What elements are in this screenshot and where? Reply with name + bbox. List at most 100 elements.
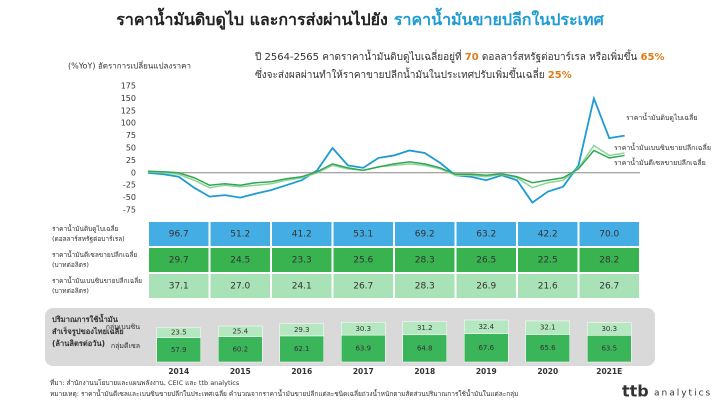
series-label: ราคาน้ำมันดีเซลขายปลีกเฉลี่ย: [614, 156, 706, 167]
table-value: 21.6: [538, 282, 558, 292]
consumption-value: 29.3: [294, 326, 310, 334]
annotation-value: 65%: [641, 52, 665, 63]
table-value: 96.7: [169, 230, 189, 240]
table-value: 28.3: [415, 256, 435, 266]
consumption-value: 67.6: [478, 344, 494, 352]
table-value: 26.5: [476, 256, 496, 266]
y-tick-label: -25: [123, 181, 136, 190]
year-label: 2016: [291, 367, 312, 376]
footnote-source: ที่มา: สำนักงานนโยบายและแผนพลังงาน, CEIC…: [50, 378, 240, 387]
table-cell: [272, 274, 332, 298]
y-tick-label: 75: [126, 131, 136, 140]
consumption-bar: [279, 335, 324, 363]
table-cell: [579, 222, 639, 246]
table-cell: [456, 222, 516, 246]
year-label: 2021E: [596, 367, 622, 376]
annotation-line-2: ซึ่งจะส่งผลผ่านทำให้ราคาขายปลีกน้ำมันในป…: [255, 67, 572, 81]
y-tick-label: 50: [126, 144, 136, 153]
series-label: ราคาน้ำมันเบนซินขายปลีกเฉลี่ย: [614, 141, 711, 152]
consumption-bar: [525, 320, 570, 335]
y-axis-label: (%YoY) อัตราการเปลี่ยนแปลงราคา: [68, 60, 191, 71]
consumption-value: 62.1: [294, 345, 310, 353]
consumption-value: 32.4: [478, 323, 494, 331]
y-tick-label: -50: [123, 193, 136, 202]
title-main: ราคาน้ำมันดิบดูไบ และการส่งผ่านไปยัง: [116, 7, 388, 31]
annotation-line-1: ปี 2564-2565 คาดราคาน้ำมันดิบดูไบเฉลี่ยอ…: [254, 49, 664, 63]
table-cell: [333, 248, 393, 272]
table-cell: [518, 222, 578, 246]
table-value: 22.5: [538, 256, 558, 266]
consumption-bar: [525, 334, 570, 363]
table-cell: [149, 222, 209, 246]
consumption-value: 60.2: [232, 345, 248, 353]
y-tick-label: -75: [123, 206, 136, 215]
row-label: ราคาน้ำมันดิบดูไบเฉลี่ย: [52, 224, 119, 233]
year-label: 2014: [168, 367, 189, 376]
table-value: 24.1: [292, 282, 312, 292]
y-tick-label: 0: [131, 168, 136, 177]
table-value: 23.3: [292, 256, 312, 266]
consumption-value: 57.9: [171, 346, 187, 354]
consumption-value: 63.5: [601, 345, 617, 353]
row-label: ราคาน้ำมันเบนซินขายปลีกเฉลี่ย: [52, 276, 142, 285]
stack-label: กลุ่มดีเซล: [111, 342, 140, 350]
table-value: 63.2: [476, 230, 496, 240]
footnote-note: หมายเหตุ: ราคาน้ำมันดีเซลและเบนซินขายปลี…: [50, 389, 518, 398]
table-cell: [456, 274, 516, 298]
series-label: ราคาน้ำมันดิบดูไบเฉลี่ย: [626, 111, 697, 122]
row-unit: (ดอลลาร์สหรัฐต่อบาร์เรล): [52, 235, 125, 243]
table-value: 29.7: [169, 256, 189, 266]
table-value: 53.1: [353, 230, 373, 240]
title: ราคาน้ำมันดิบดูไบ และการส่งผ่านไปยัง ราคา…: [116, 7, 604, 31]
stack-label: กลุ่มเบนซิน: [106, 323, 141, 331]
consumption-bar: [587, 335, 632, 363]
table-cell: [456, 248, 516, 272]
row-unit: (บาทต่อลิตร): [52, 261, 89, 269]
consumption-value: 63.9: [355, 345, 371, 353]
y-tick-label: 125: [121, 106, 136, 115]
table-cell: [210, 274, 270, 298]
table-value: 26.9: [476, 282, 496, 292]
logo-text: analytics: [654, 389, 712, 399]
consumption-bar: [279, 323, 324, 337]
consumption-bar: [402, 321, 447, 336]
annotation-value: 25%: [548, 70, 572, 81]
annotation-value: 70: [465, 52, 479, 63]
table-cell: [210, 248, 270, 272]
table-value: 69.2: [415, 230, 435, 240]
y-tick-label: 100: [121, 119, 136, 128]
consumption-value: 23.5: [171, 329, 187, 337]
consumption-bar: [341, 322, 386, 336]
consumption-bar: [587, 322, 632, 336]
table-cell: [579, 274, 639, 298]
table-cell: [395, 222, 455, 246]
table-cell: [210, 222, 270, 246]
y-tick-label: 175: [121, 82, 136, 91]
consumption-value: 64.8: [417, 344, 433, 352]
table-value: 28.2: [599, 256, 619, 266]
table-cell: [518, 274, 578, 298]
table-cell: [149, 274, 209, 298]
panel-title: ปริมาณการใช้น้ำมัน: [52, 313, 119, 324]
annotation-text: ซึ่งจะส่งผลผ่านทำให้ราคาขายปลีกน้ำมันในป…: [255, 67, 548, 81]
table-value: 37.1: [169, 282, 189, 292]
annotation-text: ดอลลาร์สหรัฐต่อบาร์เรล หรือเพิ่มขึ้น: [479, 49, 641, 63]
table-value: 27.0: [230, 282, 250, 292]
year-label: 2019: [476, 367, 497, 376]
series-line: [147, 95, 625, 204]
table-value: 24.5: [230, 256, 250, 266]
table-value: 28.3: [415, 282, 435, 292]
panel-title: (ล้านลิตรต่อวัน): [52, 339, 105, 348]
annotation-text: ปี 2564-2565 คาดราคาน้ำมันดิบดูไบเฉลี่ยอ…: [254, 49, 464, 63]
table-value: 70.0: [599, 230, 619, 240]
row-unit: (บาทต่อลิตร): [52, 287, 89, 295]
consumption-bar: [156, 327, 201, 338]
year-label: 2015: [230, 367, 251, 376]
table-cell: [333, 274, 393, 298]
table-value: 51.2: [230, 230, 250, 240]
table-cell: [149, 248, 209, 272]
table-value: 42.2: [538, 230, 558, 240]
consumption-value: 25.4: [232, 327, 248, 335]
consumption-bar: [402, 334, 447, 363]
